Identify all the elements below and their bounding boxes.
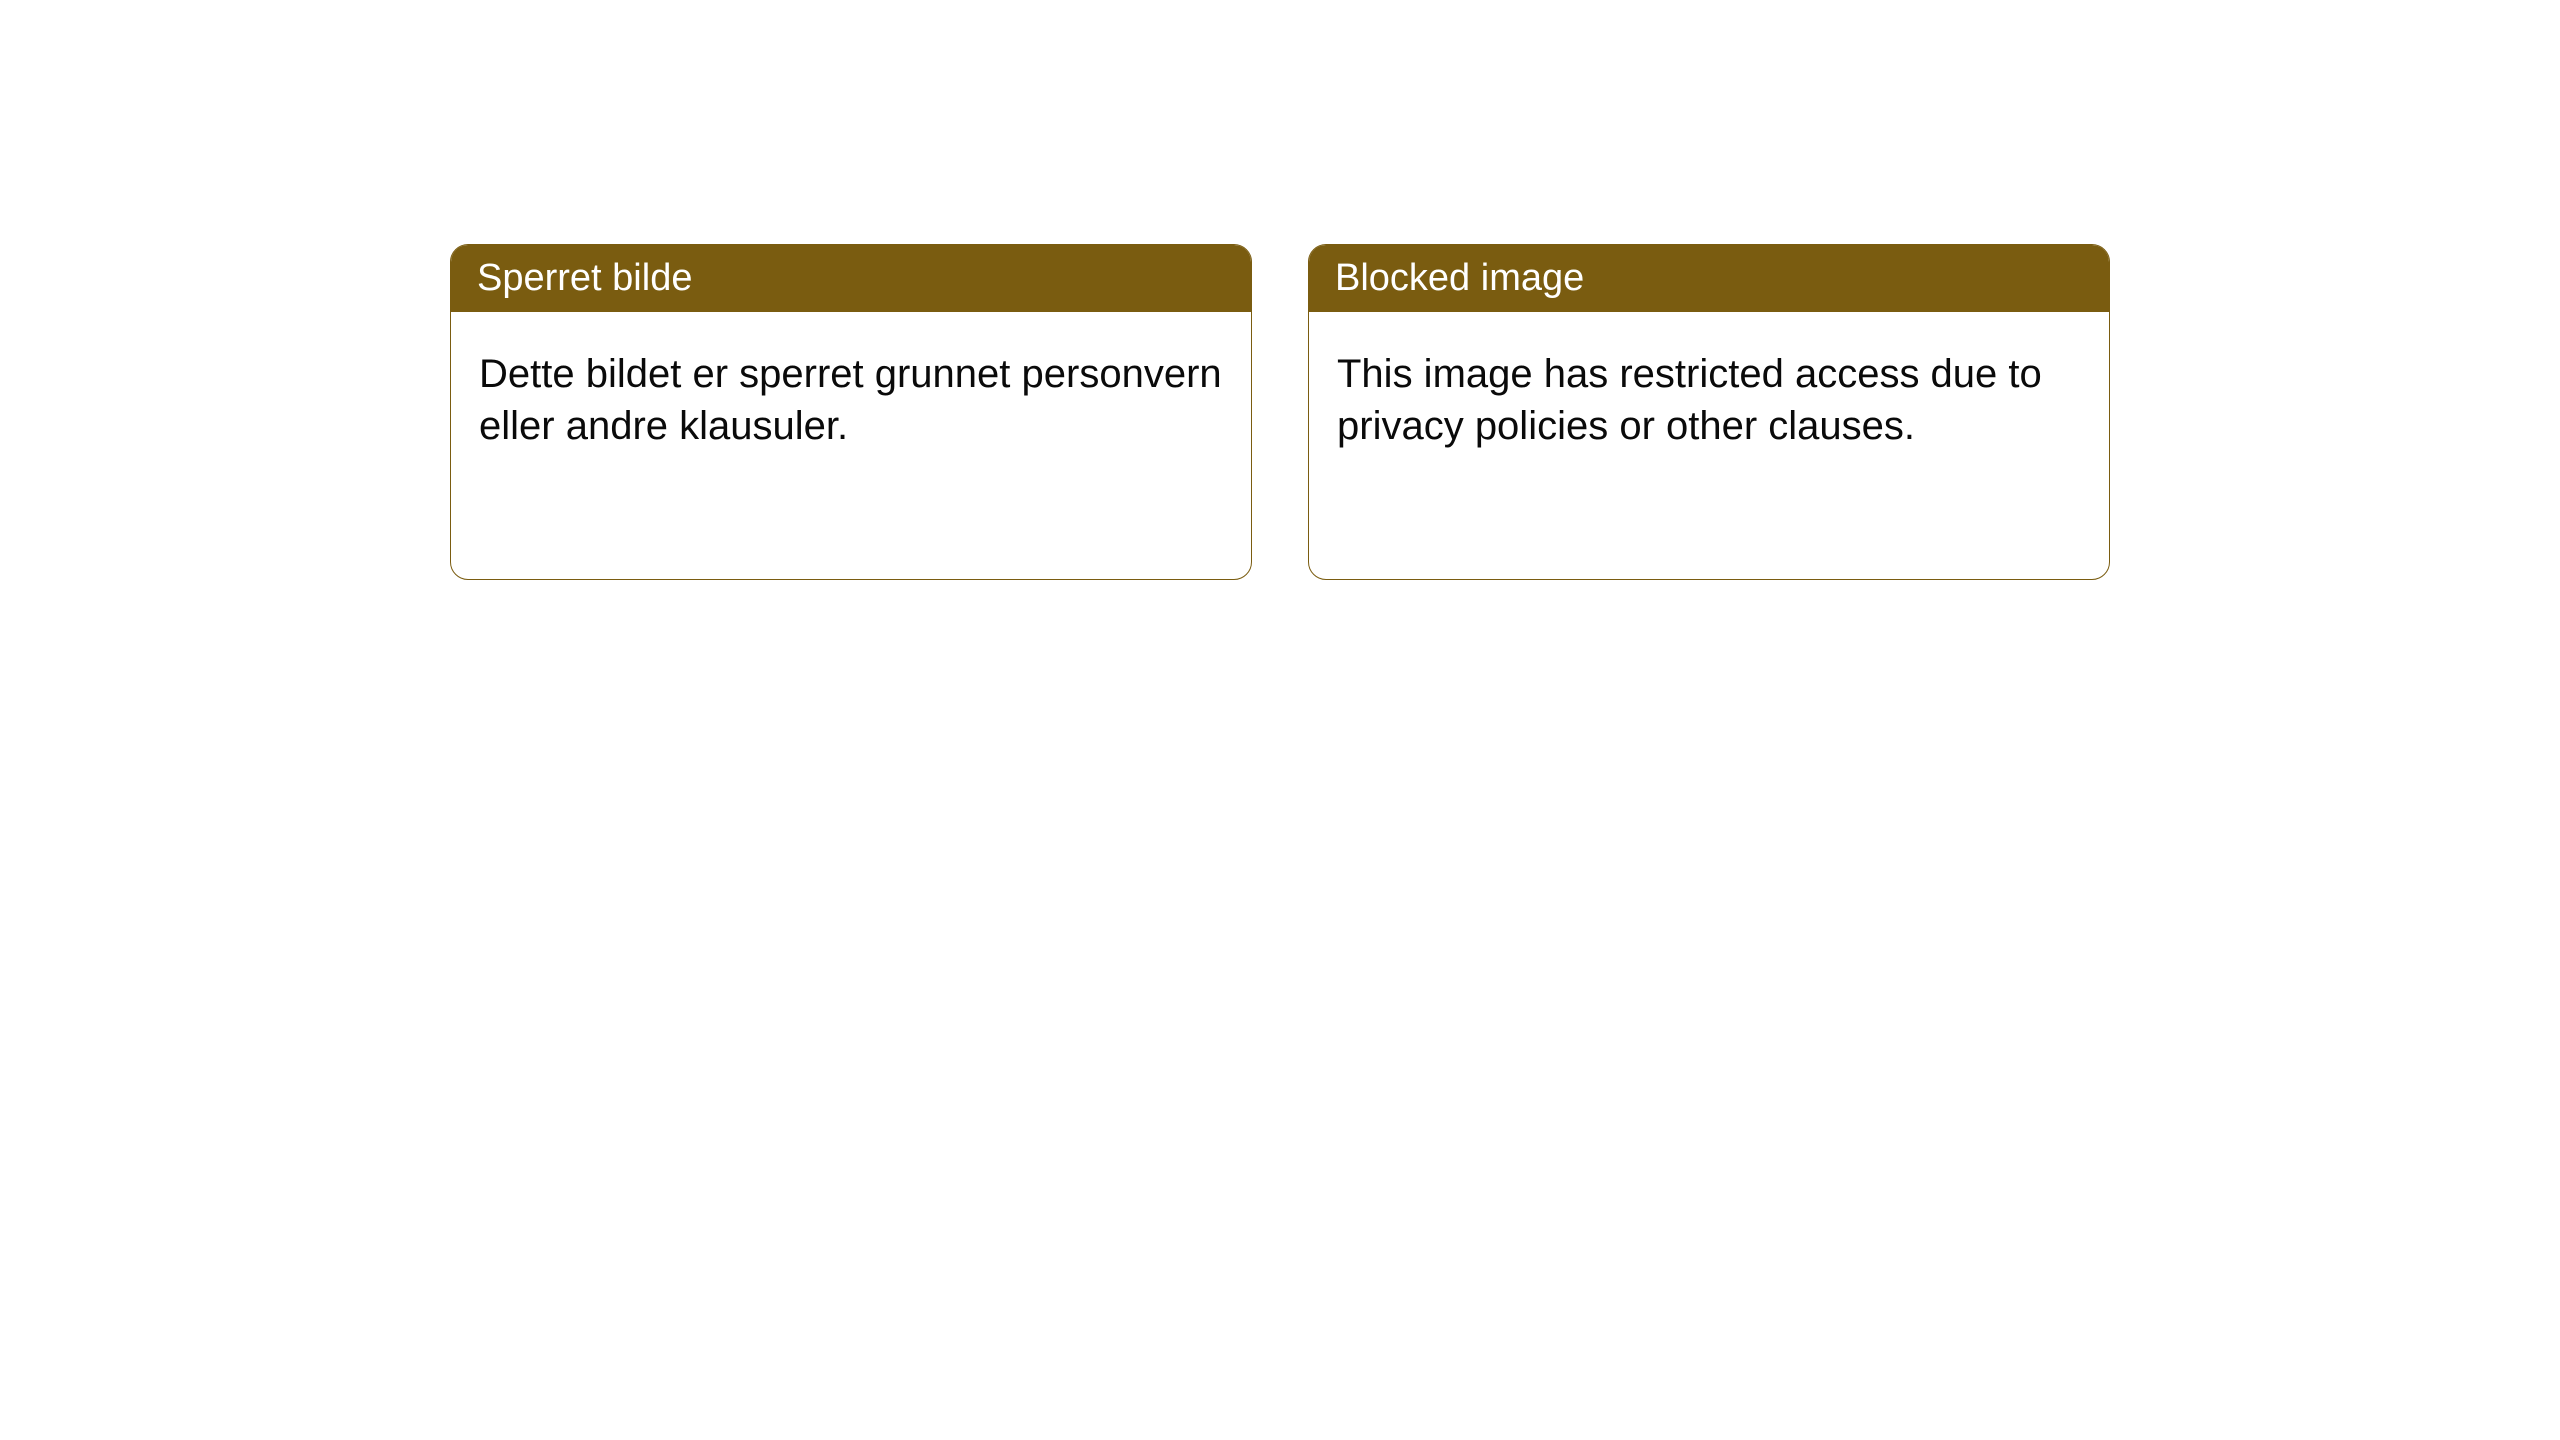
notice-card-norwegian: Sperret bilde Dette bildet er sperret gr… [450, 244, 1252, 580]
notice-container: Sperret bilde Dette bildet er sperret gr… [0, 0, 2560, 580]
notice-card-body: Dette bildet er sperret grunnet personve… [451, 312, 1251, 488]
notice-card-body: This image has restricted access due to … [1309, 312, 2109, 488]
notice-card-title: Sperret bilde [451, 245, 1251, 312]
notice-card-english: Blocked image This image has restricted … [1308, 244, 2110, 580]
notice-card-title: Blocked image [1309, 245, 2109, 312]
